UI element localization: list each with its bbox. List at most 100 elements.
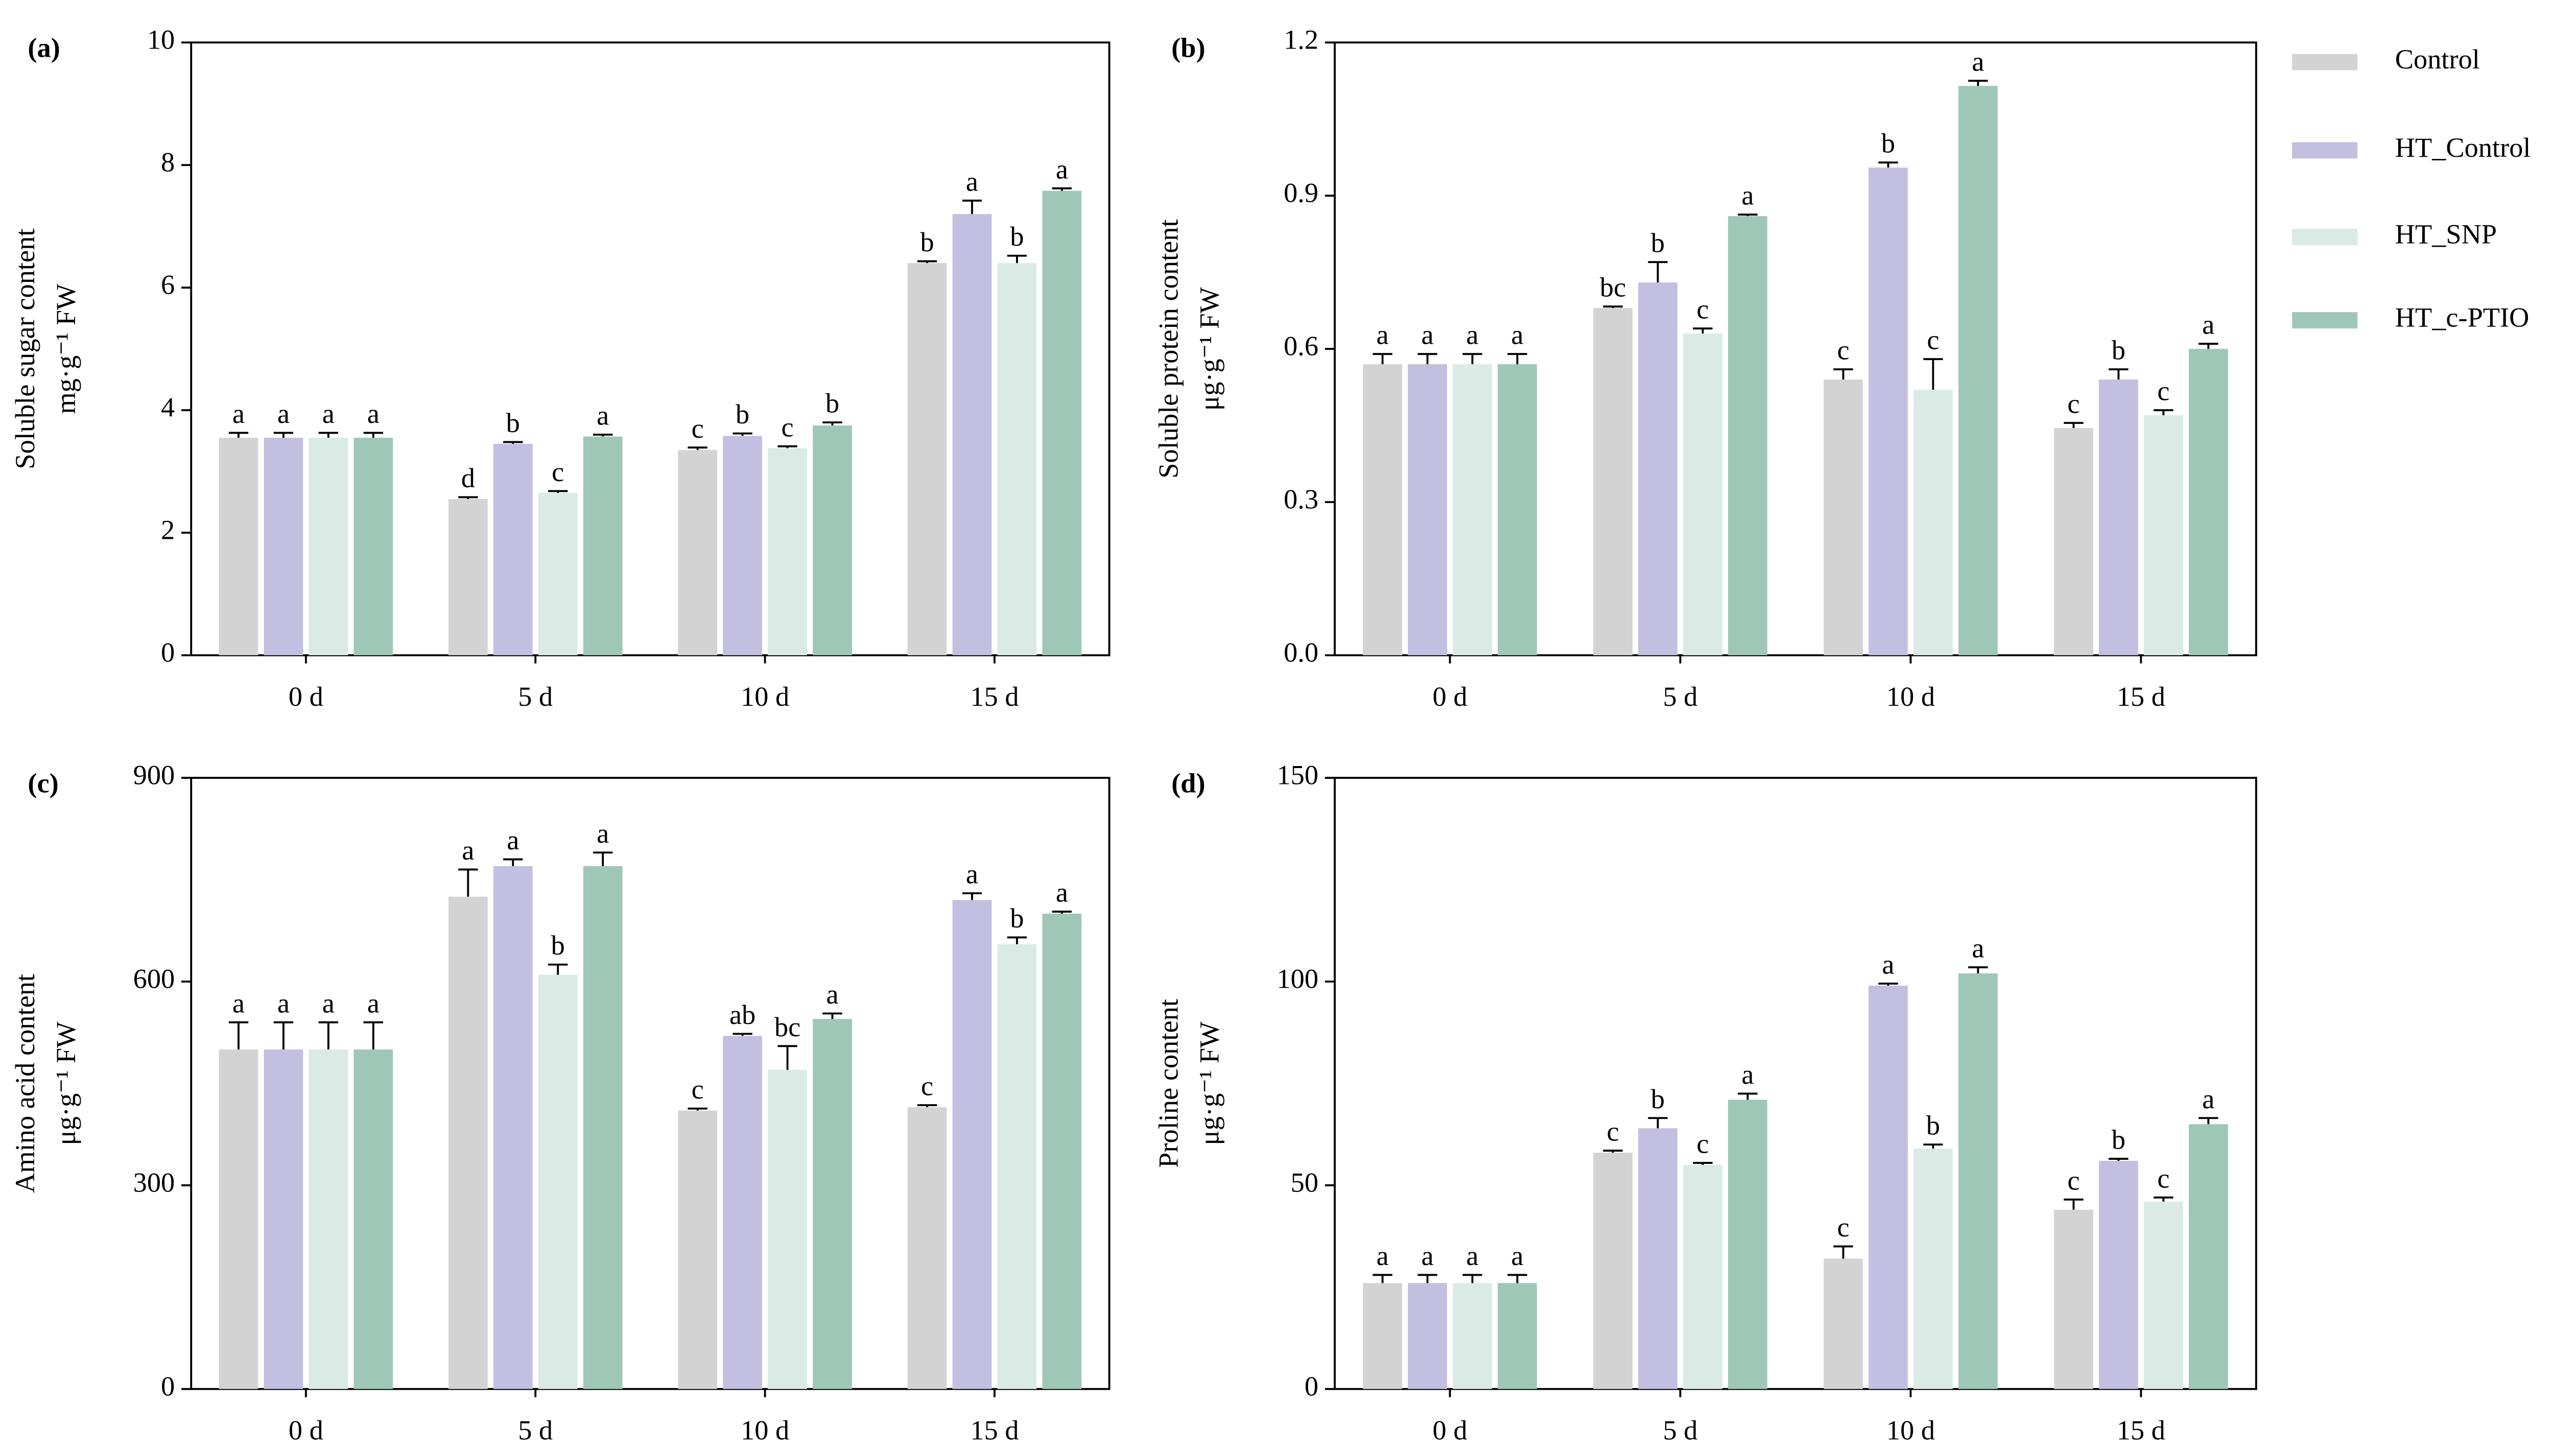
error-bar (1603, 1150, 1623, 1153)
x-tick-label: 15 d (970, 1415, 1019, 1446)
significance-letter: a (1421, 1240, 1433, 1271)
bar (813, 425, 852, 656)
error-bar (458, 496, 478, 499)
plot-frame (190, 41, 1110, 657)
significance-letter: a (1511, 320, 1523, 350)
bar (538, 493, 578, 656)
error-bar (777, 1045, 797, 1070)
y-tick-label: 100 (1277, 963, 1319, 994)
error-bar (273, 432, 294, 438)
bar (1683, 1165, 1722, 1389)
bar (723, 436, 763, 656)
significance-letter: c (2067, 1165, 2079, 1196)
significance-letter: a (1377, 1240, 1389, 1271)
significance-letter: a (367, 988, 380, 1018)
x-tick-label: 15 d (970, 681, 1019, 712)
error-bar (1693, 1162, 1713, 1165)
bar (1824, 1258, 1863, 1389)
error-bar (503, 441, 523, 444)
bar (2144, 415, 2183, 656)
x-tick-label: 10 d (741, 681, 789, 712)
bar (2144, 1201, 2183, 1389)
error-bar (1738, 1092, 1758, 1100)
x-tick-label: 5 d (1663, 681, 1698, 712)
error-bar (1648, 1117, 1668, 1129)
significance-letter: a (232, 398, 245, 429)
bar (1042, 914, 1082, 1389)
significance-letter: a (1466, 320, 1478, 350)
bar (1958, 86, 1998, 656)
error-bar (318, 432, 339, 438)
error-bar (2064, 1198, 2084, 1210)
bar (493, 444, 533, 656)
significance-letter: c (921, 1070, 933, 1101)
bar (1638, 1128, 1677, 1389)
significance-letter: c (782, 412, 794, 442)
bar (493, 866, 533, 1389)
significance-letter: a (597, 400, 609, 431)
bar (1593, 308, 1633, 656)
error-bar (1417, 1274, 1437, 1283)
significance-letter: a (322, 988, 335, 1018)
bar (768, 448, 807, 656)
legend-swatch (2292, 312, 2358, 329)
error-bar (822, 1012, 842, 1019)
significance-letter: b (920, 227, 934, 257)
significance-letter: c (552, 457, 564, 487)
error-bar (548, 963, 568, 975)
bar (952, 214, 992, 656)
significance-letter: a (1056, 154, 1068, 184)
bar (2099, 379, 2138, 656)
error-bar (318, 1021, 339, 1049)
error-bar (2154, 409, 2173, 416)
significance-letter: d (461, 463, 475, 493)
significance-letter: a (277, 398, 290, 429)
panel-label: (b) (1171, 33, 1205, 63)
y-axis-label: Soluble sugar content (10, 229, 40, 469)
plot-frame (1334, 777, 2257, 1390)
bar (1453, 1283, 1492, 1389)
bar (678, 450, 718, 656)
y-axis-label: Proline content (1153, 999, 1184, 1168)
error-bar (1693, 327, 1713, 334)
y-tick-label: 6 (161, 270, 175, 300)
bar (264, 1049, 303, 1389)
error-bar (1417, 353, 1437, 365)
bar (997, 263, 1037, 656)
significance-letter: b (1881, 128, 1895, 159)
bar (907, 1107, 947, 1389)
error-bar (1603, 305, 1623, 308)
significance-letter: c (692, 413, 704, 444)
y-tick-label: 4 (161, 392, 175, 423)
bar (448, 499, 488, 656)
bar (1593, 1153, 1633, 1389)
x-tick-label: 15 d (2117, 681, 2165, 712)
x-tick-label: 0 d (1433, 1415, 1468, 1446)
bar (1408, 364, 1447, 656)
error-bar (822, 421, 842, 426)
significance-letter: a (1741, 180, 1754, 211)
legend-label: Control (2395, 44, 2480, 75)
x-tick-label: 0 d (1433, 681, 1468, 712)
y-tick-label: 2 (161, 515, 175, 545)
significance-letter: bc (1600, 272, 1626, 303)
y-tick-label: 0.9 (1284, 178, 1318, 208)
y-axis-label: Amino acid content (10, 974, 40, 1193)
bar (1683, 333, 1722, 656)
x-tick-label: 0 d (289, 681, 323, 712)
y-axis-label: mg·g⁻¹ FW (51, 283, 81, 414)
significance-letter: a (232, 988, 245, 1018)
significance-letter: b (1010, 903, 1024, 934)
error-bar (1923, 358, 1943, 390)
x-tick-label: 5 d (518, 681, 553, 712)
bar (1869, 168, 1908, 656)
significance-letter: b (825, 388, 839, 419)
error-bar (228, 432, 249, 438)
significance-letter: a (826, 979, 838, 1010)
x-tick-label: 10 d (1886, 1415, 1935, 1446)
bar (353, 1049, 393, 1389)
error-bar (1052, 911, 1072, 914)
legend-swatch (2292, 54, 2358, 70)
panel-label: (a) (28, 33, 60, 63)
